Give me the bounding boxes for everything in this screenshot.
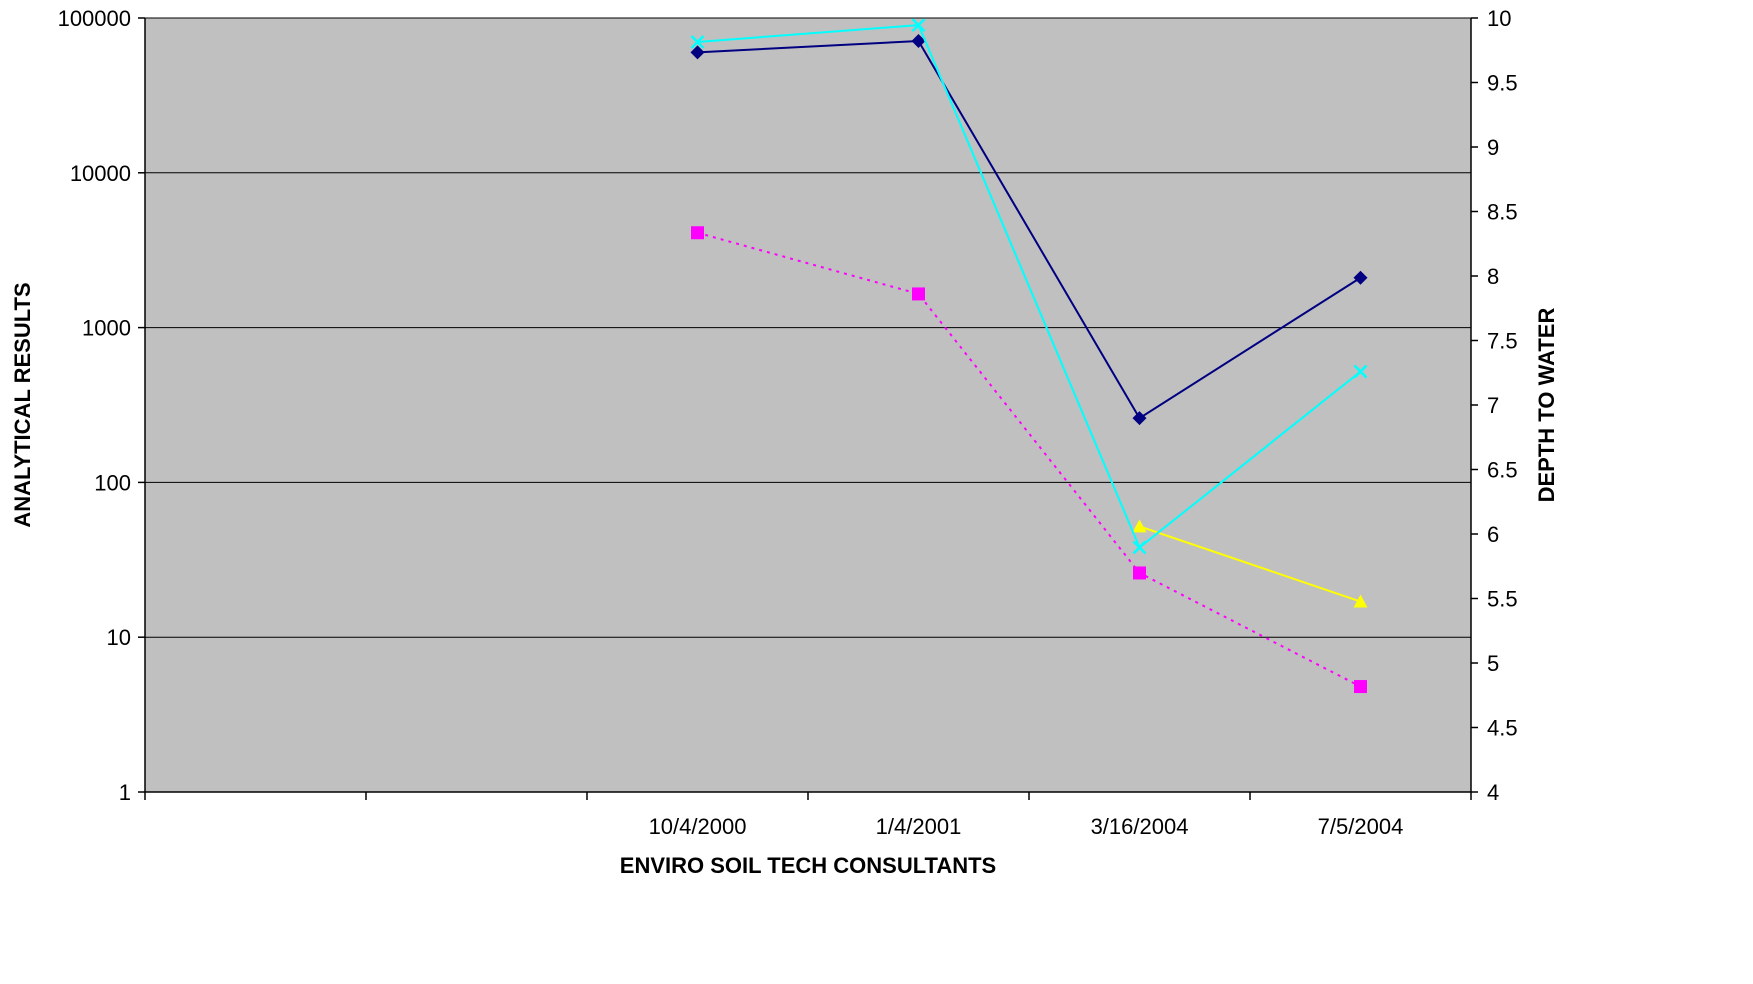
data-point xyxy=(912,287,925,301)
series-layer xyxy=(690,18,1368,694)
data-point xyxy=(1353,270,1368,285)
series-line xyxy=(697,231,1361,688)
y2-tick-label: 7.5 xyxy=(1487,329,1518,354)
y2-tick-label: 9.5 xyxy=(1487,71,1518,96)
data-point xyxy=(1354,680,1367,694)
data-point xyxy=(690,45,705,60)
y2-axis-title: DEPTH TO WATER xyxy=(1534,308,1559,503)
data-point xyxy=(1133,566,1146,580)
x-tick-label: 3/16/2004 xyxy=(1091,814,1189,839)
y-tick-label: 10000 xyxy=(70,161,131,186)
series-line xyxy=(1139,525,1361,603)
y2-tick-label: 5 xyxy=(1487,651,1499,676)
x-axis-title: ENVIRO SOIL TECH CONSULTANTS xyxy=(620,853,996,878)
y2-tick-label: 6 xyxy=(1487,522,1499,547)
y2-tick-label: 8.5 xyxy=(1487,200,1518,225)
y-tick-label: 10 xyxy=(107,625,131,650)
axes: 1 10 100 1000 10000 100000 4 4.5 5 5.5 6 6.5 7 7.5 8 8.… xyxy=(58,6,1518,839)
series-1 xyxy=(690,34,1368,426)
data-point xyxy=(691,226,704,240)
y2-tick-label: 4 xyxy=(1487,780,1499,805)
data-point xyxy=(1132,540,1147,555)
data-point xyxy=(911,34,926,49)
data-point xyxy=(1132,411,1147,426)
series-3 xyxy=(1132,519,1368,608)
y2-tick-label: 7 xyxy=(1487,393,1499,418)
series-2 xyxy=(691,226,1367,694)
y2-tick-label: 10 xyxy=(1487,6,1511,31)
data-point xyxy=(1353,364,1368,379)
y-tick-label: 1000 xyxy=(82,316,131,341)
series-4 xyxy=(690,18,1368,555)
series-line xyxy=(697,39,1362,420)
y-tick-label: 100000 xyxy=(58,6,131,31)
y2-tick-label: 6.5 xyxy=(1487,458,1518,483)
y2-tick-label: 5.5 xyxy=(1487,587,1518,612)
plot-area xyxy=(144,17,1472,793)
x-tick-label: 10/4/2000 xyxy=(649,814,747,839)
x-tick-label: 1/4/2001 xyxy=(876,814,962,839)
y-tick-label: 1 xyxy=(119,780,131,805)
data-point xyxy=(911,18,926,32)
data-point xyxy=(1353,594,1368,608)
y-tick-label: 100 xyxy=(94,470,131,495)
x-tick-label: 7/5/2004 xyxy=(1318,814,1404,839)
series-line xyxy=(697,24,1362,550)
y2-tick-label: 9 xyxy=(1487,135,1499,160)
data-point xyxy=(690,35,705,49)
y2-tick-label: 4.5 xyxy=(1487,716,1518,741)
y-axis-title: ANALYTICAL RESULTS xyxy=(10,282,35,527)
data-point xyxy=(1132,519,1147,533)
y2-tick-label: 8 xyxy=(1487,264,1499,289)
